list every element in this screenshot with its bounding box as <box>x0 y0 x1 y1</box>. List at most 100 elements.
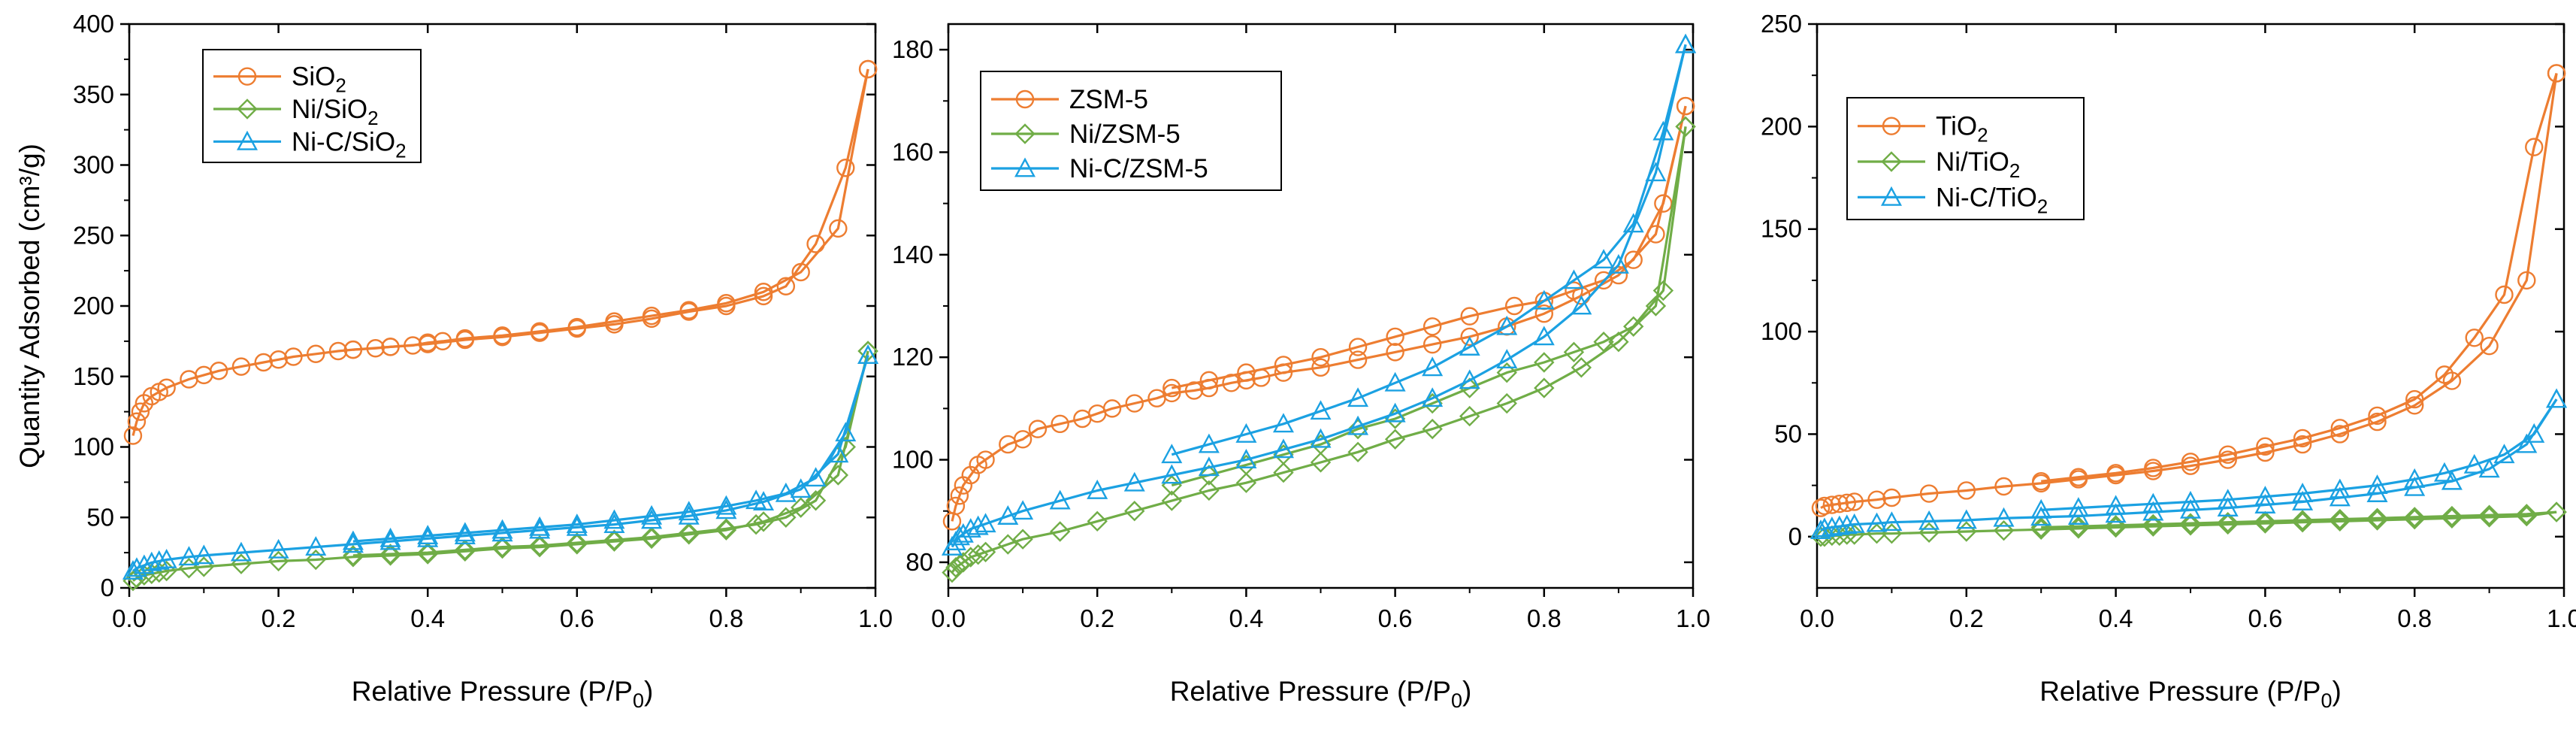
adsorption-point <box>2368 412 2387 432</box>
adsorption-point <box>1836 514 1858 535</box>
adsorption-point <box>1102 399 1122 418</box>
desorption-point <box>1198 433 1220 453</box>
adsorption-point <box>1496 349 1518 368</box>
adsorption-point <box>960 547 981 568</box>
desorption-point <box>642 309 661 329</box>
desorption-point <box>2254 510 2276 532</box>
adsorption-point <box>1459 405 1480 427</box>
desorption-point <box>1237 363 1256 382</box>
desorption-point <box>1624 250 1643 269</box>
adsorption-point <box>1822 495 1842 514</box>
adsorption-point <box>603 513 625 534</box>
desorption-point <box>455 330 475 350</box>
adsorption-point <box>454 525 476 545</box>
adsorption-point <box>2517 271 2536 290</box>
adsorption-point <box>2256 443 2275 462</box>
desorption-point <box>493 328 512 347</box>
desorption-point <box>1563 341 1585 363</box>
adsorption-point <box>133 554 155 574</box>
desorption-point <box>2546 501 2567 522</box>
desorption-point <box>2142 492 2164 513</box>
desorption-point <box>2495 285 2514 304</box>
adsorption-point <box>193 544 215 565</box>
desorption-point <box>1311 347 1330 367</box>
desorption-point <box>2142 513 2163 535</box>
series-tio2 <box>1811 64 2566 517</box>
desorption-point <box>1675 33 1697 53</box>
y-tick-label: 0 <box>1788 522 1802 550</box>
adsorption-point <box>1347 415 1369 435</box>
desorption-point <box>641 504 663 525</box>
adsorption-point <box>1571 295 1592 315</box>
adsorption-point <box>1386 343 1404 362</box>
desorption-line <box>2041 398 2558 511</box>
adsorption-line <box>1820 398 2558 532</box>
desorption-point <box>2525 138 2544 156</box>
adsorption-point <box>1866 512 1888 532</box>
adsorption-point <box>641 509 663 529</box>
desorption-point <box>2256 437 2275 456</box>
desorption-point <box>1199 465 1220 486</box>
legend-label: TiO2 <box>1936 112 1988 147</box>
desorption-point <box>2105 495 2127 515</box>
legend-swatch-marker <box>237 98 258 120</box>
adsorption-point <box>1049 521 1071 542</box>
adsorption-point <box>1843 513 1865 533</box>
desorption-point <box>776 507 797 528</box>
desorption-point <box>2069 468 2088 486</box>
desorption-point <box>1199 371 1219 390</box>
adsorption-point <box>417 527 439 547</box>
adsorption-point <box>2330 425 2350 444</box>
desorption-point <box>1652 120 1674 141</box>
desorption-point <box>2030 498 2052 519</box>
series-sio2 <box>123 59 878 445</box>
adsorption-point <box>566 516 588 536</box>
desorption-point <box>2218 512 2239 533</box>
legend-swatch-marker <box>1881 151 1902 172</box>
adsorption-point <box>1013 430 1033 449</box>
desorption-point <box>1565 281 1583 300</box>
legend-label: Ni-C/SiO2 <box>292 127 407 162</box>
adsorption-point <box>269 350 288 369</box>
adsorption-point <box>125 557 147 577</box>
adsorption-point <box>268 538 289 559</box>
x-tick-label: 0.8 <box>1527 604 1562 632</box>
adsorption-point <box>1828 515 1850 535</box>
panel-tio2: 0.0 0.2 0.4 0.6 0.8 1.0 0 50 100 150 200 250 Relativ… <box>1761 10 2576 712</box>
adsorption-point <box>1049 489 1071 510</box>
desorption-point <box>2180 513 2201 534</box>
adsorption-point <box>123 426 143 445</box>
desorption-line <box>352 68 869 351</box>
adsorption-point <box>1881 511 1903 532</box>
adsorption-point <box>343 547 364 568</box>
desorption-line <box>352 355 869 543</box>
legend-label: Ni/ZSM-5 <box>1069 120 1181 149</box>
desorption-point <box>566 513 588 534</box>
desorption-point <box>1384 371 1406 392</box>
adsorption-point <box>305 549 326 571</box>
adsorption-point <box>342 533 364 553</box>
adsorption-point <box>1919 484 1939 503</box>
adsorption-point <box>2478 458 2500 478</box>
adsorption-point <box>1199 480 1220 501</box>
x-axis-title: Relative Pressure (P/P0) <box>352 676 654 712</box>
adsorption-point <box>1645 295 1667 317</box>
adsorption-point <box>307 344 325 363</box>
desorption-point <box>2441 505 2463 527</box>
desorption-point <box>776 277 796 295</box>
adsorption-point <box>753 491 775 511</box>
desorption-point <box>679 522 700 544</box>
desorption-point <box>2516 504 2537 525</box>
desorption-point <box>530 323 549 342</box>
desorption-line <box>1171 105 1687 389</box>
adsorption-point <box>2546 388 2568 408</box>
legend-label: Ni-C/ZSM-5 <box>1069 154 1208 183</box>
adsorption-point <box>1918 510 1940 530</box>
adsorption-point <box>1235 449 1257 468</box>
desorption-line <box>2041 73 2558 483</box>
y-tick-label: 200 <box>1761 112 1802 140</box>
desorption-point <box>417 542 438 563</box>
desorption-point <box>1623 316 1644 337</box>
